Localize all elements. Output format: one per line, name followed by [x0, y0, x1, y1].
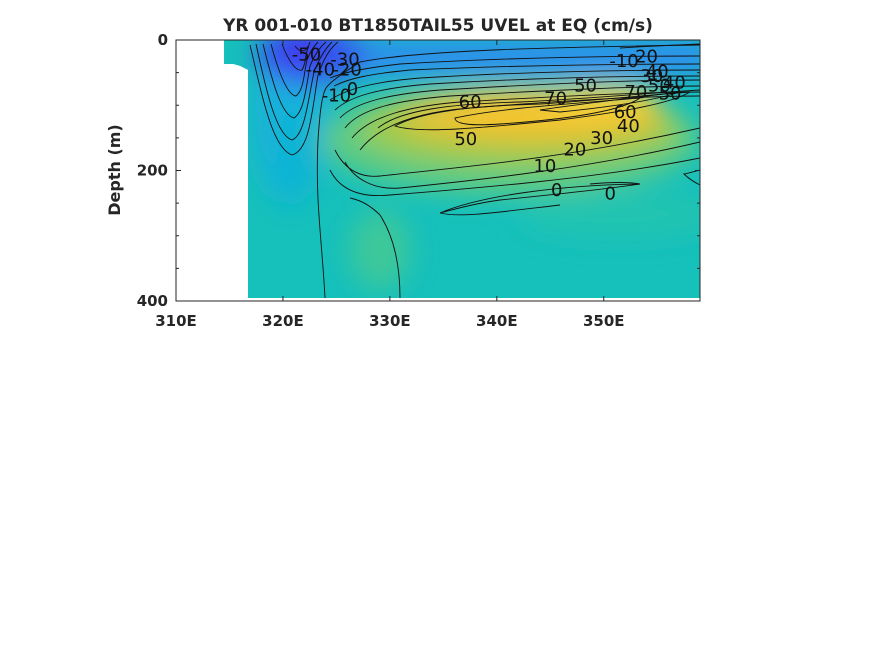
contour-label: 20 — [635, 46, 658, 67]
contour-label: 40 — [663, 72, 686, 93]
contour-label: 30 — [590, 128, 613, 149]
chart-title: YR 001-010 BT1850TAIL55 UVEL at EQ (cm/s… — [222, 16, 653, 36]
contour-label: 50 — [574, 76, 597, 97]
contour-label: 50 — [648, 76, 671, 97]
contour-lines — [249, 41, 700, 298]
x-tick-label: 340E — [476, 312, 518, 330]
x-axis: 310E 320E 330E 340E 350E — [155, 40, 625, 330]
x-tick-label: 330E — [369, 312, 411, 330]
land-mask — [176, 40, 248, 298]
contour-label: 70 — [544, 89, 567, 110]
contour-label: 20 — [563, 140, 586, 161]
contour-label: -30 — [330, 50, 359, 71]
x-tick-label: 310E — [155, 312, 197, 330]
contour-label: 10 — [533, 156, 556, 177]
y-tick-label: 200 — [137, 162, 168, 180]
contour-label: 60 — [614, 102, 637, 123]
contour-label: -10 — [609, 51, 638, 72]
x-tick-label: 350E — [583, 312, 625, 330]
y-tick-label: 0 — [158, 31, 168, 49]
contour-label: 60 — [459, 92, 482, 113]
contour-label: 50 — [454, 129, 477, 150]
contour-label: -20 — [332, 59, 361, 80]
y-tick-label: 400 — [137, 292, 168, 310]
contour-label: 30 — [640, 66, 663, 87]
contour-label: 40 — [617, 116, 640, 137]
contour-label: 0 — [347, 79, 358, 100]
contour-label: -40 — [306, 59, 335, 80]
contour-label: -50 — [292, 44, 321, 65]
contour-label: 0 — [551, 180, 562, 201]
contour-label: 50 — [659, 84, 682, 105]
contour-label: 0 — [604, 183, 615, 204]
contour-label: 40 — [646, 61, 669, 82]
contour-label: 70 — [624, 82, 647, 103]
contour-label: -10 — [322, 85, 351, 106]
y-axis-label: Depth (m) — [105, 124, 124, 216]
x-tick-label: 320E — [262, 312, 304, 330]
